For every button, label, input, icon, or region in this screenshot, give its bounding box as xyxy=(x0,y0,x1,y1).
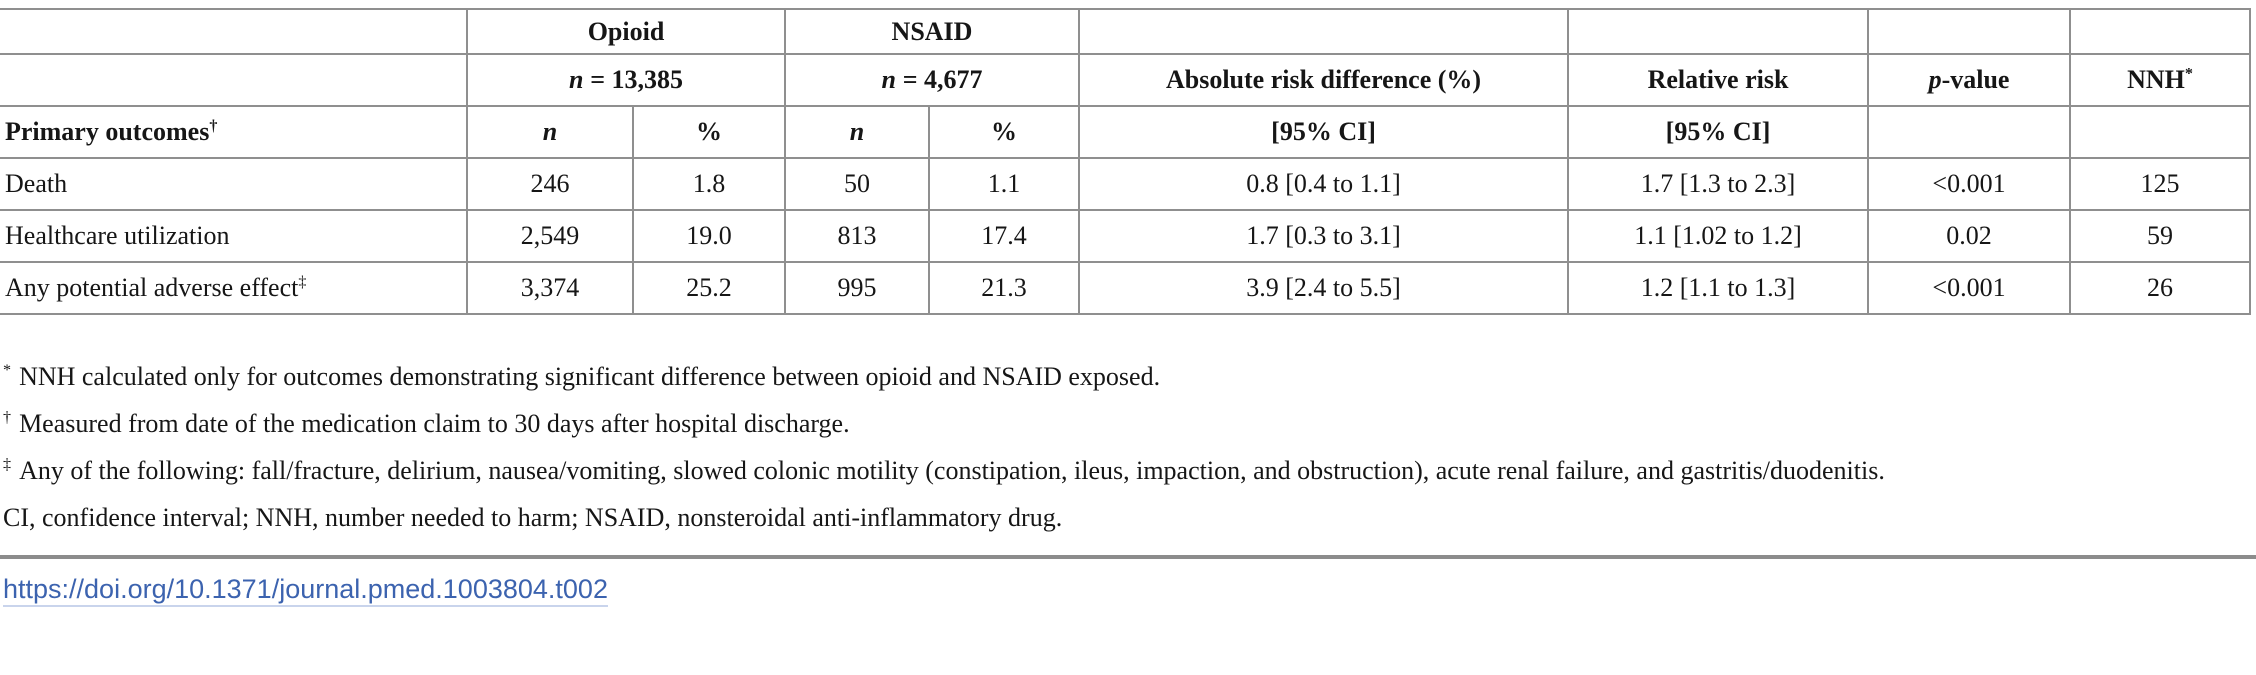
footnote-marker: * xyxy=(3,362,12,380)
opioid-label: Opioid xyxy=(587,16,665,46)
col-header-absolute-risk-difference: Absolute risk difference (%) xyxy=(1079,54,1570,107)
hcu-opioid-n: 2,549 xyxy=(467,210,634,263)
hcu-nsaid-n: 813 xyxy=(785,210,930,263)
primary-outcomes-header: Primary outcomes† xyxy=(0,106,468,159)
footnote-marker: † xyxy=(3,409,12,427)
doi-row: https://doi.org/10.1371/journal.pmed.100… xyxy=(3,573,2256,607)
hcu-rr: 1.1 [1.02 to 1.2] xyxy=(1568,210,1870,263)
divider-rule xyxy=(0,555,2256,559)
n-symbol: n xyxy=(568,65,584,94)
empty-cell xyxy=(0,9,468,55)
n-symbol: n xyxy=(881,65,896,94)
col-header-nnh: NNH* xyxy=(2070,54,2252,107)
empty-cell xyxy=(1868,106,2072,159)
death-rr: 1.7 [1.3 to 2.3] xyxy=(1568,158,1870,211)
dagger-marker: † xyxy=(209,117,218,135)
nsaid-sample-size: n = 4,677 xyxy=(785,54,1081,107)
footnotes-block: * NNH calculated only for outcomes demons… xyxy=(3,353,2253,541)
ae-ard: 3.9 [2.4 to 5.5] xyxy=(1079,262,1570,315)
hcu-nsaid-pct: 17.4 xyxy=(929,210,1081,263)
hcu-nnh: 59 xyxy=(2070,210,2252,263)
subheader-nsaid-n: n xyxy=(785,106,930,159)
opioid-n-value: = 13,385 xyxy=(590,65,684,94)
subheader-rr-ci: [95% CI] xyxy=(1568,106,1870,159)
nsaid-n-value: = 4,677 xyxy=(902,65,983,94)
death-opioid-pct: 1.8 xyxy=(633,158,786,211)
nsaid-label: NSAID xyxy=(891,16,973,46)
sample-size-row: n = 13,385 n = 4,677 Absolute risk differe… xyxy=(0,54,2252,107)
hcu-ard: 1.7 [0.3 to 3.1] xyxy=(1079,210,1570,263)
empty-cell xyxy=(1568,9,1870,55)
empty-cell xyxy=(0,54,468,107)
empty-cell xyxy=(2070,9,2252,55)
empty-cell xyxy=(1079,9,1570,55)
row-label-death: Death xyxy=(0,158,468,211)
ae-nsaid-n: 995 xyxy=(785,262,930,315)
nnh-asterisk: * xyxy=(2184,65,2193,83)
footnote-abbreviations: CI, confidence interval; NNH, number nee… xyxy=(3,503,1063,532)
subheader-row: Primary outcomes† n % n % [95% CI] [95% … xyxy=(0,106,2252,159)
ae-nnh: 26 xyxy=(2070,262,2252,315)
ae-p: <0.001 xyxy=(1868,262,2072,315)
table-row-death: Death 246 1.8 50 1.1 0.8 [0.4 to 1.1] 1.… xyxy=(0,158,2252,211)
table-row-healthcare-utilization: Healthcare utilization 2,549 19.0 813 17… xyxy=(0,210,2252,263)
subheader-opioid-n: n xyxy=(467,106,634,159)
group-header-row: Opioid NSAID xyxy=(0,9,2252,55)
subheader-opioid-pct: % xyxy=(633,106,786,159)
outcomes-table: Opioid NSAID n = 13,385 n = 4,677 Absolute… xyxy=(0,8,2252,315)
col-header-relative-risk: Relative risk xyxy=(1568,54,1870,107)
death-nsaid-n: 50 xyxy=(785,158,930,211)
death-nnh: 125 xyxy=(2070,158,2252,211)
death-nsaid-pct: 1.1 xyxy=(929,158,1081,211)
ae-opioid-n: 3,374 xyxy=(467,262,634,315)
row-label-healthcare-utilization: Healthcare utilization xyxy=(0,210,468,263)
ae-nsaid-pct: 21.3 xyxy=(929,262,1081,315)
ae-rr: 1.2 [1.1 to 1.3] xyxy=(1568,262,1870,315)
subheader-nsaid-pct: % xyxy=(929,106,1081,159)
opioid-sample-size: n = 13,385 xyxy=(467,54,786,107)
table-row-adverse-effect: Any potential adverse effect‡ 3,374 25.2… xyxy=(0,262,2252,315)
empty-cell xyxy=(1868,9,2072,55)
hcu-p: 0.02 xyxy=(1868,210,2072,263)
hcu-opioid-pct: 19.0 xyxy=(633,210,786,263)
death-opioid-n: 246 xyxy=(467,158,634,211)
death-ard: 0.8 [0.4 to 1.1] xyxy=(1079,158,1570,211)
doi-link[interactable]: https://doi.org/10.1371/journal.pmed.100… xyxy=(3,574,608,607)
subheader-ard-ci: [95% CI] xyxy=(1079,106,1570,159)
footnote-measured: † Measured from date of the medication cl… xyxy=(3,409,850,438)
group-header-opioid: Opioid xyxy=(467,9,786,55)
col-header-p-value: p-value xyxy=(1868,54,2072,107)
footnote-nnh: * NNH calculated only for outcomes demons… xyxy=(3,362,1161,391)
empty-cell xyxy=(2070,106,2252,159)
footnote-marker: ‡ xyxy=(3,456,12,474)
group-header-nsaid: NSAID xyxy=(785,9,1081,55)
footnote-any-of-following: ‡ Any of the following: fall/fracture, de… xyxy=(3,456,1885,485)
death-p: <0.001 xyxy=(1868,158,2072,211)
double-dagger-marker: ‡ xyxy=(298,273,307,291)
ae-opioid-pct: 25.2 xyxy=(633,262,786,315)
p-symbol: p xyxy=(1928,65,1942,94)
row-label-adverse-effect: Any potential adverse effect‡ xyxy=(0,262,468,315)
